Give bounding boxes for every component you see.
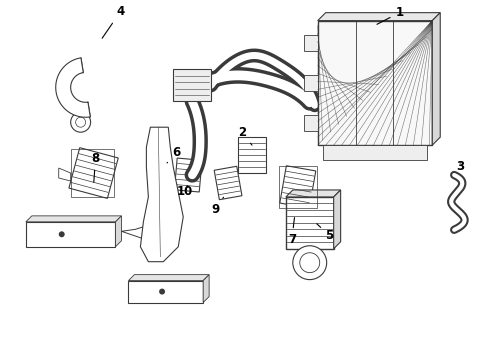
Bar: [173, 69, 211, 101]
Text: 10: 10: [177, 185, 193, 198]
Polygon shape: [121, 227, 143, 239]
Polygon shape: [317, 13, 439, 21]
Polygon shape: [115, 216, 121, 247]
Polygon shape: [333, 190, 340, 249]
Bar: [128, 280, 203, 302]
Bar: [26, 222, 115, 247]
Polygon shape: [285, 190, 340, 197]
Polygon shape: [140, 127, 183, 262]
Bar: [278, 166, 316, 208]
Bar: [317, 21, 431, 145]
Bar: [322, 145, 427, 160]
Bar: [174, 158, 202, 192]
Text: 5: 5: [316, 224, 333, 242]
Text: 1: 1: [376, 6, 403, 24]
Bar: [285, 197, 333, 249]
Bar: [303, 115, 317, 131]
Polygon shape: [203, 275, 209, 302]
Bar: [303, 75, 317, 91]
Bar: [71, 149, 113, 197]
Polygon shape: [59, 168, 71, 181]
Bar: [69, 148, 118, 198]
Bar: [303, 35, 317, 51]
Circle shape: [292, 246, 326, 280]
Bar: [214, 166, 242, 200]
Text: 8: 8: [91, 152, 100, 182]
Text: 4: 4: [102, 5, 124, 38]
Circle shape: [71, 112, 90, 132]
Polygon shape: [128, 275, 209, 280]
Polygon shape: [26, 216, 121, 222]
Circle shape: [159, 289, 165, 294]
Circle shape: [59, 231, 64, 237]
Text: 3: 3: [455, 159, 463, 172]
Bar: [279, 166, 315, 208]
Text: 6: 6: [167, 145, 180, 163]
Text: 9: 9: [210, 197, 223, 216]
Bar: [238, 137, 265, 173]
Polygon shape: [56, 58, 90, 117]
Text: 7: 7: [287, 218, 295, 246]
Polygon shape: [431, 13, 439, 145]
Text: 2: 2: [238, 126, 251, 145]
